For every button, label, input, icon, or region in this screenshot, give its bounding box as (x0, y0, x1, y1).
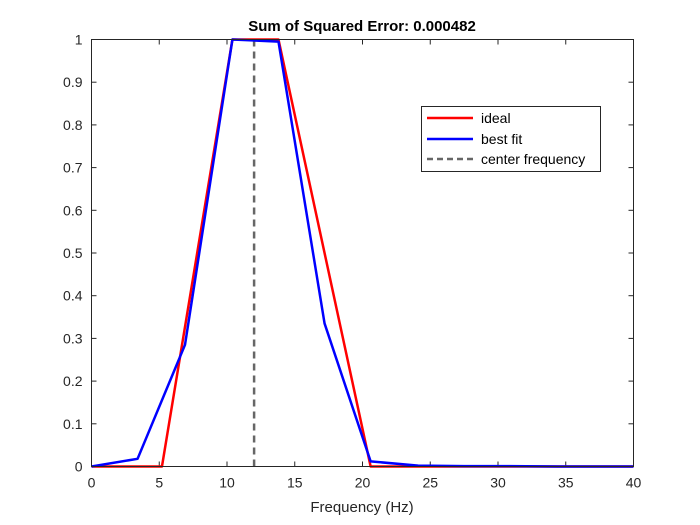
x-tick-label: 10 (219, 475, 235, 491)
y-tick-label: 0.5 (63, 245, 83, 261)
x-tick-label: 15 (287, 475, 303, 491)
y-tick-label: 0.8 (63, 117, 83, 133)
axes-box (91, 39, 634, 467)
y-tick-label: 0 (75, 459, 83, 475)
legend-label-ideal: ideal (481, 110, 511, 126)
x-tick-label: 40 (626, 475, 642, 491)
chart-title: Sum of Squared Error: 0.000482 (248, 18, 476, 35)
y-tick-label: 1 (75, 32, 83, 48)
y-tick-label: 0.7 (63, 160, 83, 176)
x-tick-label: 30 (490, 475, 506, 491)
x-tick-label: 5 (155, 475, 163, 491)
x-tick-label: 0 (88, 475, 96, 491)
y-tick-label: 0.4 (63, 288, 83, 304)
y-tick-label: 0.6 (63, 202, 83, 218)
legend: ideal best fit center frequency (421, 106, 601, 172)
ticks-layer: 0 5 10 15 20 25 30 35 40 0 0.1 0.2 0.3 0.4 0.5 0.6 0.7 0.… (63, 32, 641, 491)
y-tick-label: 0.1 (63, 416, 83, 432)
legend-label-best-fit: best fit (481, 131, 522, 147)
y-tick-label: 0.2 (63, 373, 83, 389)
x-tick-label: 25 (422, 475, 438, 491)
legend-label-center-frequency: center frequency (481, 151, 585, 167)
y-tick-label: 0.3 (63, 330, 83, 346)
x-tick-label: 35 (558, 475, 574, 491)
x-axis-label: Frequency (Hz) (310, 499, 413, 516)
x-tick-label: 20 (355, 475, 371, 491)
y-tick-label: 0.9 (63, 74, 83, 90)
